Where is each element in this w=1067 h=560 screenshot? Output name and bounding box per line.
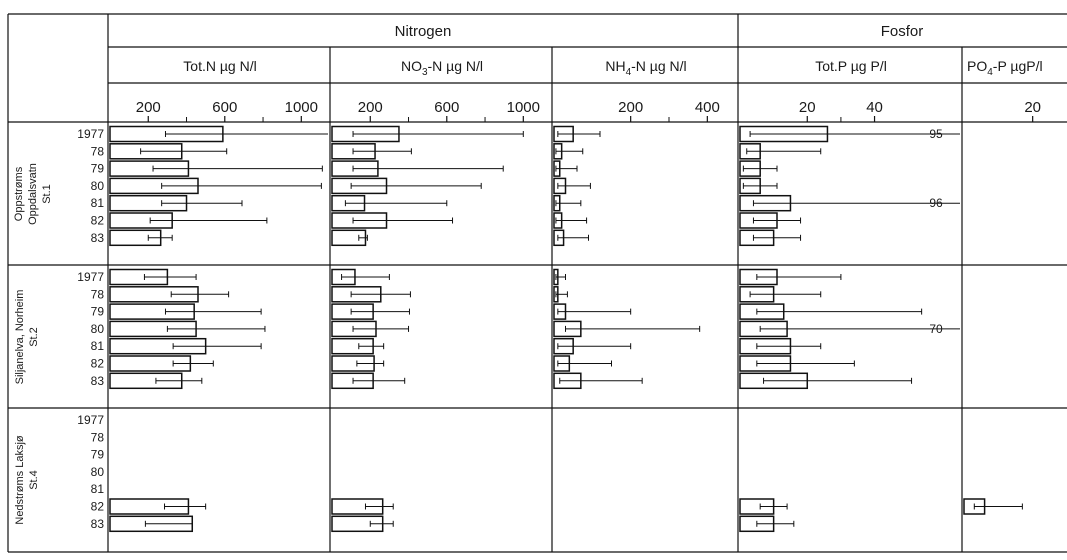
year-label: 82 [91, 214, 105, 228]
panel-label-totn: Tot.N µg N/l [183, 58, 256, 74]
year-label: 83 [91, 374, 105, 388]
year-label: 1977 [77, 413, 104, 427]
tick-label-totn-600: 600 [212, 99, 237, 116]
panel-header-row: Tot.N µg N/l NO3-N µg N/l NH4-N µg N/l Tot.… [183, 58, 1042, 78]
year-label: 79 [91, 448, 105, 462]
year-label: 1977 [77, 127, 104, 141]
panel-label-totp: Tot.P µg P/l [815, 58, 887, 74]
year-label: 1977 [77, 270, 104, 284]
panel-label-nh4: NH4-N µg N/l [605, 58, 686, 78]
tick-label-po4-20: 20 [1024, 99, 1041, 116]
panel-label-po4: PO4-P µgP/l [967, 58, 1043, 78]
year-label: 83 [91, 231, 105, 245]
year-label: 78 [91, 144, 105, 158]
tick-label-no3-1000: 1000 [507, 99, 540, 116]
tick-label-totn-1000: 1000 [285, 99, 318, 116]
year-label: 78 [91, 287, 105, 301]
data-label-95: 95 [929, 127, 943, 141]
station-label-st4: Nedstrøms Laksjø [14, 435, 26, 525]
year-label: 80 [91, 322, 105, 336]
tick-label-nh4-200: 200 [618, 99, 643, 116]
panel-label-no3: NO3-N µg N/l [401, 58, 483, 78]
year-label: 81 [91, 482, 105, 496]
tick-label-no3-600: 600 [434, 99, 459, 116]
year-label: 80 [91, 179, 105, 193]
year-label: 80 [91, 465, 105, 479]
year-label: 79 [91, 162, 105, 176]
station-label-st4: St.4 [28, 470, 40, 490]
year-label: 83 [91, 517, 105, 531]
year-label: 79 [91, 305, 105, 319]
table-grid [7, 13, 1067, 553]
tick-label-no3-200: 200 [358, 99, 383, 116]
tick-label-totp-20: 20 [799, 99, 816, 116]
year-label: 81 [91, 339, 105, 353]
station-label-st2: St.2 [28, 327, 40, 347]
tick-label-totn-200: 200 [136, 99, 161, 116]
station-label-st1: St.1 [41, 184, 53, 204]
year-label: 81 [91, 196, 105, 210]
station-label-st2: Siljanelva, Norheim [14, 290, 26, 385]
station-label-st1: Oppdalsvatn [27, 163, 39, 225]
tick-label-totp-40: 40 [866, 99, 883, 116]
group-header-nitrogen: Nitrogen [395, 23, 452, 40]
year-label: 82 [91, 500, 105, 514]
panel-axes: 200 600 1000 200 600 1000 200 400 20 40 20 [136, 99, 1041, 122]
year-label: 78 [91, 430, 105, 444]
chart-marks: 95 96 70 [109, 125, 1023, 533]
group-header-fosfor: Fosfor [881, 23, 924, 40]
data-label-70: 70 [929, 322, 943, 336]
station-labels: Oppstrøms Oppdalsvatn St.1 1977 78 79 80 81 82 83… [13, 127, 104, 531]
tick-label-nh4-400: 400 [695, 99, 720, 116]
station-label-st1: Oppstrøms [13, 166, 25, 221]
data-label-96: 96 [929, 196, 943, 210]
year-label: 82 [91, 357, 105, 371]
